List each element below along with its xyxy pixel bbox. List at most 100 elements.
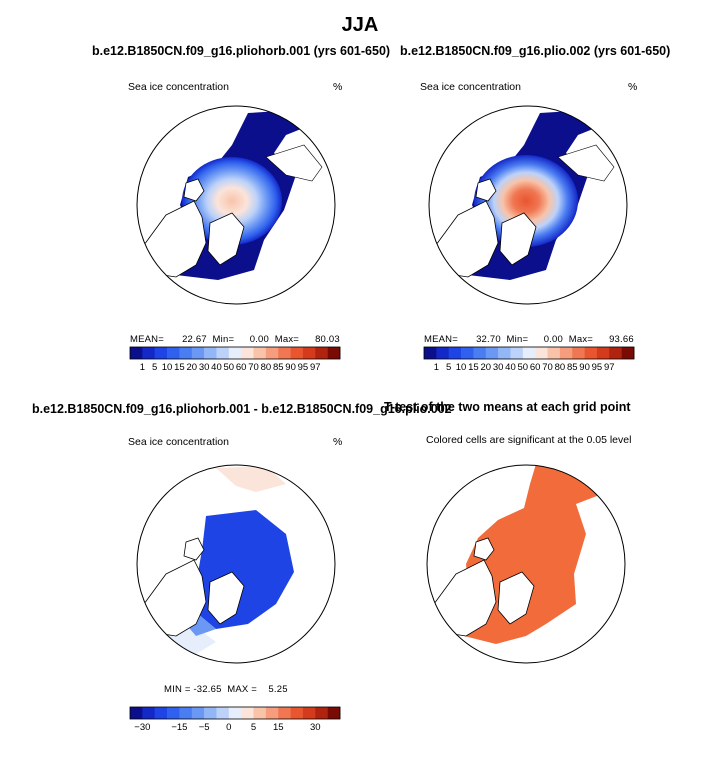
colorbar-tick-label: 30 bbox=[493, 362, 504, 373]
colorbar-tick-label: 5 bbox=[251, 722, 256, 733]
panel2-title: b.e12.B1850CN.f09_g16.plio.002 (yrs 601-… bbox=[400, 44, 671, 58]
colorbar-swatch bbox=[204, 707, 217, 719]
colorbar-swatch bbox=[241, 707, 254, 719]
colorbar-swatch bbox=[228, 707, 242, 719]
panel4-landmass-greenland bbox=[497, 571, 535, 625]
panel2-units-label: % bbox=[628, 81, 638, 93]
colorbar-swatch bbox=[191, 347, 205, 359]
colorbar-swatch bbox=[448, 347, 462, 359]
colorbar-swatch bbox=[290, 347, 304, 359]
colorbar-swatch bbox=[559, 347, 573, 359]
colorbar-swatch bbox=[191, 707, 205, 719]
colorbar-swatch bbox=[179, 347, 193, 359]
colorbar-tick-label: 80 bbox=[261, 362, 272, 373]
colorbar-frame bbox=[423, 346, 635, 360]
colorbar-frame bbox=[129, 706, 341, 720]
colorbar-swatch bbox=[253, 707, 267, 719]
panel4-title: T-test of the two means at each grid poi… bbox=[384, 400, 631, 414]
colorbar-swatch bbox=[278, 347, 291, 359]
colorbar-swatch bbox=[315, 707, 328, 719]
panel2-ice-field bbox=[474, 155, 578, 247]
panel2-mean-label: MEAN= bbox=[424, 334, 458, 345]
colorbar-swatch bbox=[154, 347, 168, 359]
colorbar-tick-label: −30 bbox=[134, 722, 150, 733]
colorbar-swatch bbox=[167, 707, 180, 719]
colorbar-swatch bbox=[522, 347, 536, 359]
colorbar-swatch bbox=[204, 347, 217, 359]
panel1-mean-value: 22.67 bbox=[182, 334, 207, 345]
colorbar-swatch bbox=[302, 707, 316, 719]
colorbar-tick-label: 5 bbox=[446, 362, 451, 373]
colorbar-swatch bbox=[216, 707, 230, 719]
colorbar-tick-label: 95 bbox=[298, 362, 309, 373]
colorbar-swatch bbox=[436, 347, 449, 359]
panel3-units-label: % bbox=[333, 436, 343, 448]
colorbar-tick-label: 15 bbox=[273, 722, 284, 733]
panel1-polar-map bbox=[136, 105, 336, 305]
colorbar-tick-label: 85 bbox=[273, 362, 284, 373]
panel3-stats: MIN = -32.65 MAX = 5.25 bbox=[164, 684, 288, 695]
colorbar-swatch bbox=[510, 347, 524, 359]
colorbar-tick-label: 30 bbox=[199, 362, 210, 373]
colorbar-swatch bbox=[547, 347, 561, 359]
colorbar-swatch bbox=[216, 347, 230, 359]
colorbar-swatch bbox=[572, 347, 585, 359]
panel3-polar-map bbox=[136, 464, 336, 664]
panel3-colorbar: −30 −15 −5 0 5 15 30 bbox=[129, 706, 341, 733]
colorbar-swatch bbox=[265, 707, 279, 719]
panel1-max-value: 80.03 bbox=[315, 334, 340, 345]
colorbar-swatch bbox=[228, 347, 242, 359]
panel2-colorbar: 1 5 10 15 20 30 40 50 60 70 80 85 90 95 97 bbox=[423, 346, 635, 373]
panel1-variable-label: Sea ice concentration bbox=[128, 81, 229, 93]
panel1-landmass-greenland bbox=[207, 212, 245, 266]
colorbar-swatch bbox=[179, 707, 193, 719]
colorbar-swatch bbox=[278, 707, 291, 719]
colorbar-tick-label: 15 bbox=[468, 362, 479, 373]
panel4-polar-map bbox=[426, 464, 626, 664]
colorbar-swatch bbox=[167, 347, 180, 359]
colorbar-swatch bbox=[142, 707, 155, 719]
panel3-landmass-greenland bbox=[207, 571, 245, 625]
panel3-title: b.e12.B1850CN.f09_g16.pliohorb.001 - b.e… bbox=[32, 402, 452, 416]
colorbar-tick-label: 1 bbox=[434, 362, 439, 373]
colorbar-swatch bbox=[609, 347, 622, 359]
panel1-colorbar: 1 5 10 15 20 30 40 50 60 70 80 85 90 95 97 bbox=[129, 346, 341, 373]
colorbar-tick-label: 5 bbox=[152, 362, 157, 373]
colorbar-tick-label: 20 bbox=[186, 362, 197, 373]
panel3-map-border bbox=[136, 464, 336, 664]
panel1-landmass-siberia bbox=[265, 144, 323, 182]
panel2-polar-map bbox=[428, 105, 628, 305]
panel1-archipelago bbox=[183, 178, 205, 202]
panel3-variable-label: Sea ice concentration bbox=[128, 436, 229, 448]
colorbar-swatch bbox=[327, 347, 341, 359]
panel2-min-label: Min= bbox=[506, 334, 529, 345]
colorbar-tick-label: 97 bbox=[604, 362, 615, 373]
panel1-stats: MEAN= 22.67 Min= 0.00 Max= 80.03 bbox=[130, 334, 340, 345]
colorbar-swatch bbox=[498, 347, 511, 359]
panel3-positive-anomaly-band bbox=[216, 466, 286, 492]
panel4-map-border bbox=[426, 464, 626, 664]
panel2-archipelago bbox=[475, 178, 497, 202]
colorbar-tick-label: 85 bbox=[567, 362, 578, 373]
colorbar-swatch bbox=[327, 707, 341, 719]
panel2-mean-value: 32.70 bbox=[476, 334, 501, 345]
colorbar-swatch bbox=[130, 347, 143, 359]
panel2-variable-label: Sea ice concentration bbox=[420, 81, 521, 93]
colorbar-tick-label: 30 bbox=[310, 722, 321, 733]
panel2-max-label: Max= bbox=[568, 334, 594, 345]
panel4-archipelago bbox=[473, 537, 495, 561]
panel1-ice-field bbox=[182, 157, 282, 245]
colorbar-tick-label: 0 bbox=[226, 722, 231, 733]
colorbar-swatch bbox=[621, 347, 635, 359]
panel1-max-label: Max= bbox=[274, 334, 300, 345]
colorbar-tick-label: 15 bbox=[174, 362, 185, 373]
panel2-landmass-greenland bbox=[499, 212, 537, 266]
colorbar-swatch bbox=[253, 347, 267, 359]
colorbar-swatch bbox=[302, 347, 316, 359]
colorbar-tick-label: 60 bbox=[236, 362, 247, 373]
panel2-min-value: 0.00 bbox=[543, 334, 564, 345]
panel1-mean-label: MEAN= bbox=[130, 334, 164, 345]
colorbar-tick-label: 40 bbox=[211, 362, 222, 373]
colorbar-swatch bbox=[154, 707, 168, 719]
colorbar-tick-label: 70 bbox=[248, 362, 259, 373]
